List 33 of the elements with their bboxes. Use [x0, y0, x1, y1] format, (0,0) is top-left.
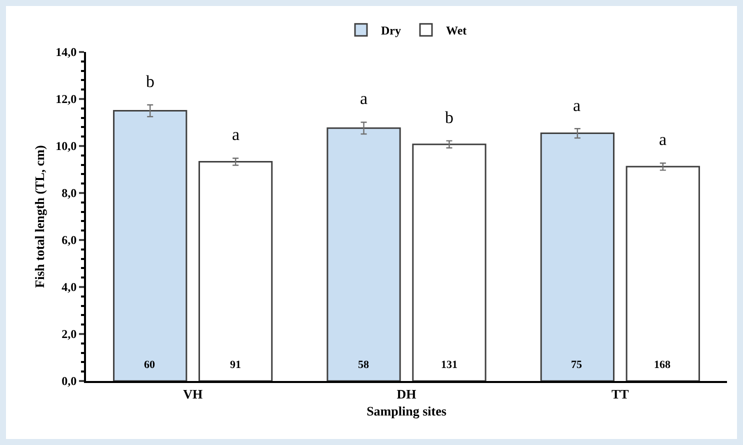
annotation: 58: [358, 359, 370, 371]
legend-label: Wet: [446, 24, 467, 38]
y-tick-label: 8,0: [62, 186, 77, 200]
data-label: a: [232, 125, 240, 144]
bar: [113, 110, 188, 381]
annotation: 91: [230, 359, 241, 371]
annotation: 168: [654, 359, 671, 371]
x-tick-label: DH: [396, 386, 416, 402]
x-tick-label: VH: [183, 386, 203, 402]
x-tick-label: TT: [612, 386, 630, 402]
y-tick-label: 2,0: [62, 327, 77, 342]
data-label: a: [659, 130, 667, 149]
data-label: b: [445, 108, 454, 127]
annotation: 75: [571, 359, 582, 371]
y-tick-label: 14,0: [56, 45, 77, 60]
annotation: 60: [144, 359, 156, 371]
legend-label: Dry: [381, 24, 401, 38]
bar: [198, 161, 273, 381]
y-tick-label: 0,0: [62, 374, 77, 388]
data-label: a: [360, 89, 368, 108]
bar: [326, 127, 401, 381]
y-axis-title: Fish total length (TL, cm): [32, 145, 48, 288]
bar: [626, 166, 700, 381]
y-tick-label: 12,0: [56, 92, 77, 106]
data-label: b: [146, 72, 154, 91]
x-axis-title: Sampling sites: [366, 404, 446, 419]
data-label: a: [573, 96, 581, 115]
annotation: 131: [441, 359, 458, 371]
bar: [540, 132, 615, 381]
y-tick-label: 6,0: [62, 233, 77, 248]
y-tick-label: 10,0: [56, 139, 77, 154]
y-tick-label: 4,0: [62, 280, 77, 294]
bar: [412, 144, 486, 381]
